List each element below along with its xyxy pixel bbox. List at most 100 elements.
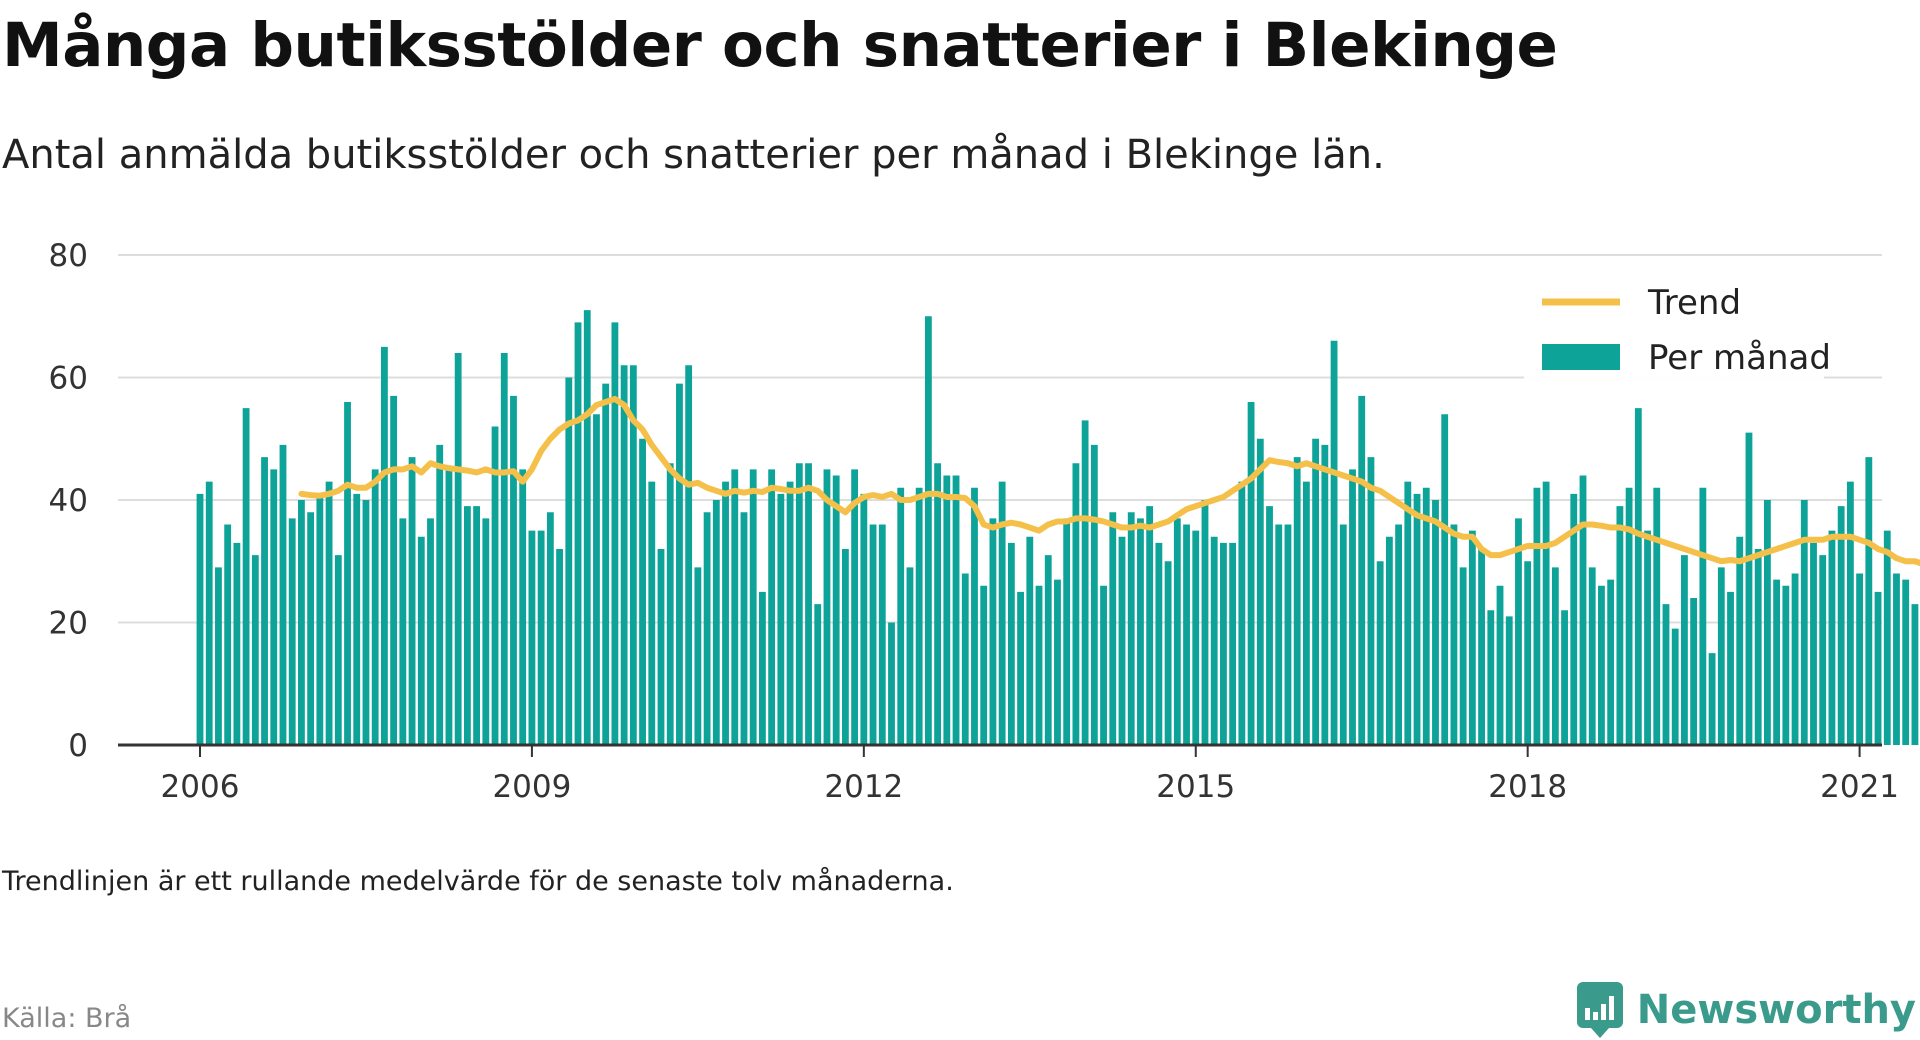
bar [989,518,997,746]
x-tick-label: 2015 [1156,769,1235,805]
x-tick-label: 2021 [1820,769,1899,805]
bar [1644,530,1651,746]
x-tick-label: 2018 [1488,769,1567,805]
bar [556,549,563,745]
bar [1856,573,1864,745]
bar [1837,506,1845,746]
bar [1376,561,1384,745]
bar [251,555,259,746]
bar [1653,487,1661,745]
bar [1745,432,1753,746]
bar [1072,463,1080,745]
bar [380,346,388,746]
bar [1616,506,1624,746]
bar [961,573,969,745]
bar [1828,530,1836,746]
legend-bars-label: Per månad [1648,338,1831,378]
bar [943,475,951,745]
bar [1441,414,1449,745]
bar [1681,555,1688,746]
bar [408,457,416,746]
bar [1192,530,1200,746]
legend-trend-label: Trend [1647,283,1741,323]
bar [1505,616,1513,746]
bar [1773,579,1781,746]
bar [666,463,674,745]
y-tick-label: 60 [49,361,88,397]
bar [759,591,766,746]
bar [869,524,877,745]
bar [648,481,656,746]
chart-subtitle: Antal anmälda butiksstölder och snatteri… [2,132,1385,178]
bar [1330,340,1338,745]
bar [1422,487,1430,745]
bar [620,365,628,745]
x-axis [118,743,1882,757]
bar [528,530,536,746]
bar [694,567,702,746]
x-tick-label: 2006 [161,769,240,805]
bar [1339,524,1347,745]
brand-logo: Newsworthy [1576,982,1916,1038]
bar [1911,604,1919,746]
bar [795,463,803,745]
bar [1201,500,1209,745]
bar [417,536,425,745]
bar [1727,591,1734,746]
bar [639,438,646,745]
bar [546,512,554,745]
bar [1671,628,1679,746]
x-tick-label: 2012 [824,769,903,805]
bar [1385,536,1393,745]
bar [888,622,895,745]
y-tick-label: 40 [49,483,88,519]
bar [583,310,591,746]
bar [510,395,517,746]
legend-bars-swatch [1542,344,1620,370]
bar [445,469,453,746]
bar [500,353,508,745]
bar [1137,518,1144,746]
bar [1459,567,1467,746]
bar [1266,506,1273,746]
bar [593,414,600,745]
footnote: Trendlinjen är ett rullande medelvärde f… [2,866,954,897]
bar [1247,402,1255,745]
bar [768,469,776,746]
bar [1035,585,1043,745]
bar [1524,561,1532,745]
bar [1238,481,1246,746]
bar [1349,469,1356,746]
bar [1109,512,1117,745]
bar [786,481,794,746]
bar [1127,512,1135,745]
bar [980,585,988,745]
bar [436,444,444,746]
bar [334,555,342,746]
bar [1468,530,1476,746]
bar [998,481,1006,746]
bar [233,542,241,746]
y-tick-label: 0 [68,728,88,764]
bar [574,322,582,746]
bar [325,481,333,746]
bar [971,487,978,745]
bar [1551,567,1559,746]
bar [1302,481,1310,746]
bar [1100,585,1107,745]
bar [427,518,434,746]
bar [1579,475,1587,745]
bar [1570,493,1578,746]
bar [224,524,232,745]
bar [823,469,831,746]
bar [924,316,932,745]
bar [307,512,315,745]
bar [316,493,324,746]
bar [703,512,711,745]
bar [1007,542,1015,746]
bar [685,365,693,745]
bar [270,469,278,746]
bar [814,604,822,746]
bar [1090,444,1098,746]
